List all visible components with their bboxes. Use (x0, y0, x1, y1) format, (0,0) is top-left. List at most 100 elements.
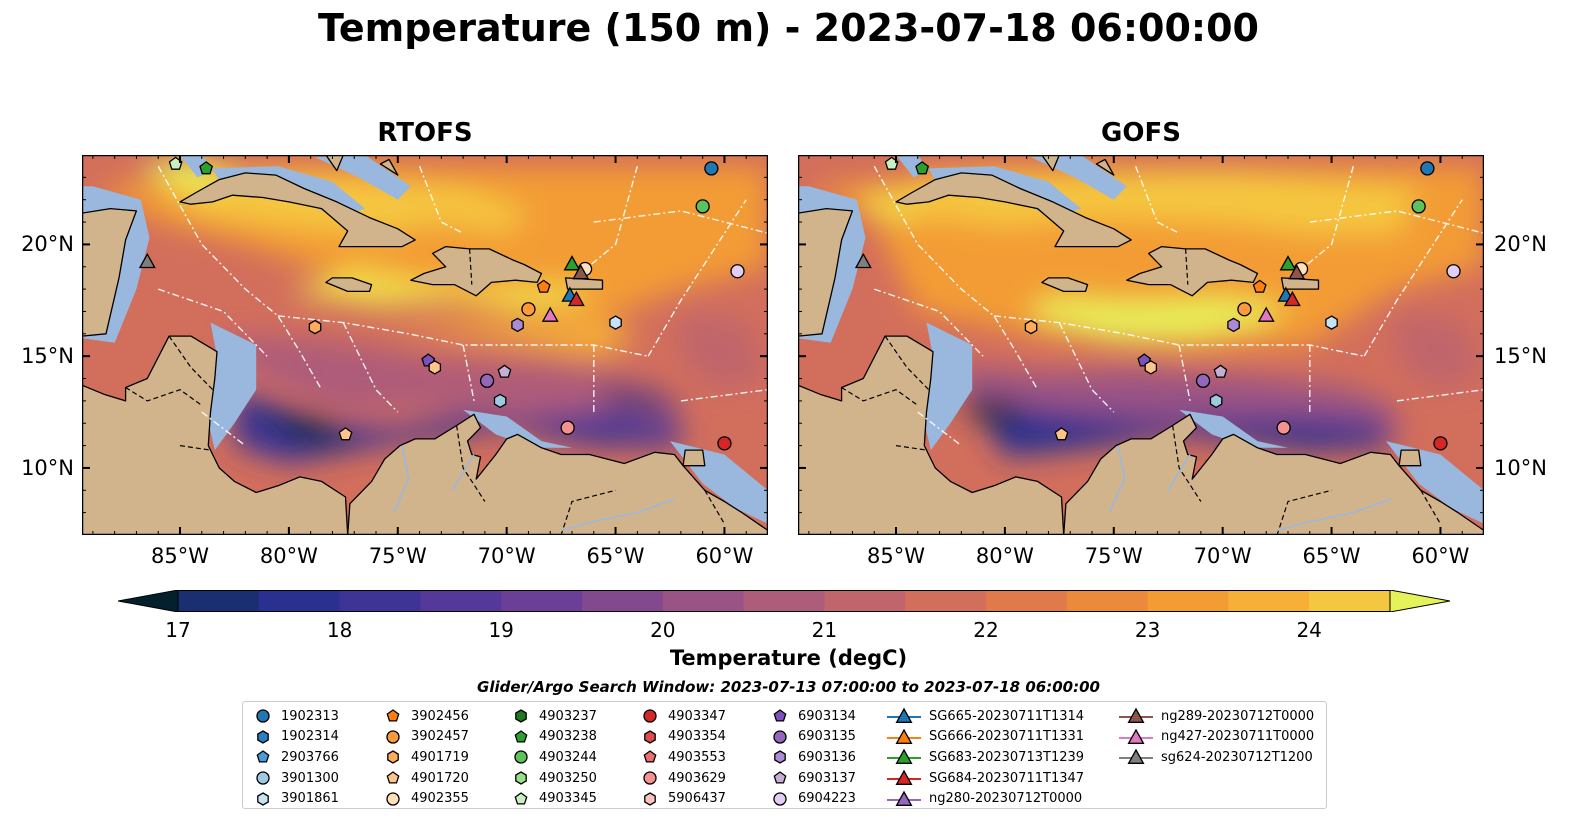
marker-ng289-20230712T0000 (572, 264, 590, 280)
legend-triangle-icon (895, 707, 913, 724)
marker-SG683-20230713T1239 (563, 255, 581, 271)
colorbar (118, 590, 1450, 612)
legend-item: 3901300 (253, 768, 339, 789)
legend-item: SG684-20230711T1347 (887, 768, 1084, 789)
marker-4903629 (560, 420, 575, 435)
legend-item: 1902313 (253, 706, 339, 727)
legend-pentagon-icon (386, 709, 400, 722)
country-border (560, 489, 616, 535)
legend-item: 6904223 (770, 788, 856, 809)
lon-tick-label: 65°W (586, 544, 645, 568)
land (1398, 449, 1422, 467)
legend-label: 4903553 (668, 749, 726, 765)
legend-pentagon-icon (643, 750, 657, 764)
country-border (1172, 425, 1202, 502)
lat-tick-label: 10°N (21, 455, 74, 480)
legend-marker-icon (643, 750, 657, 764)
legend-label: 3901861 (281, 791, 339, 807)
legend-item: 4901720 (383, 768, 469, 789)
legend-label: 4903250 (539, 770, 597, 786)
legend-triangle-icon (895, 769, 913, 786)
legend-label: 6903135 (798, 729, 856, 745)
eez-boundary (647, 199, 747, 357)
legend-item: ng427-20230711T0000 (1119, 727, 1314, 748)
marker-6903137 (1213, 364, 1228, 378)
legend-marker-icon (773, 771, 787, 784)
colorbar-segment (905, 590, 987, 612)
legend-title: Glider/Argo Search Window: 2023-07-13 07… (477, 678, 1100, 696)
marker-sg624-20230712T1200 (854, 252, 872, 269)
colorbar-segment (501, 590, 583, 612)
marker-3901861 (609, 315, 622, 330)
land (895, 172, 1132, 248)
eez-boundary (582, 166, 638, 272)
legend-triangle-icon (895, 749, 913, 765)
temperature-region (680, 311, 768, 390)
marker-SG683-20230713T1239 (1279, 255, 1297, 271)
legend-marker-icon (386, 730, 400, 744)
eez-boundary (462, 344, 475, 402)
marker-3902456 (1252, 279, 1267, 293)
legend-circle-icon (386, 792, 400, 806)
legend-label: 6903136 (798, 749, 856, 765)
eez-boundary (201, 411, 246, 447)
legend-label: SG683-20230713T1239 (929, 749, 1085, 765)
legend-column: 3902456 3902457 4901719 4901720 4902355 (383, 706, 469, 809)
panel-title-gofs: GOFS (1101, 118, 1181, 148)
legend-marker-icon (515, 709, 527, 724)
temperature-region (1396, 311, 1484, 390)
legend-circle-icon (643, 709, 657, 723)
legend-marker-icon (887, 728, 921, 744)
country-border (179, 445, 211, 451)
lon-tick-label: 60°W (695, 544, 754, 568)
legend-label: 3901300 (281, 770, 339, 786)
legend-triangle-icon (1127, 728, 1145, 744)
temperature-region (223, 333, 681, 428)
country-border (841, 386, 919, 406)
land (682, 449, 706, 467)
colorbar-segment (1228, 590, 1310, 612)
legend-label: 4903347 (668, 708, 726, 724)
marker-4903238 (199, 161, 214, 175)
legend-circle-icon (643, 771, 657, 785)
lon-tick-label: 65°W (1302, 544, 1361, 568)
legend-hexagon-icon (515, 771, 527, 785)
legend-label: 6903137 (798, 770, 856, 786)
legend-marker-icon (387, 750, 399, 765)
legend-item: 6903134 (770, 706, 856, 727)
legend: 1902313 1902314 2903766 3901300 3901861 39024… (242, 701, 1327, 809)
lon-tick-label: 70°W (1193, 544, 1252, 568)
legend-label: 6903134 (798, 708, 856, 724)
legend-item: 3901861 (253, 788, 339, 809)
colorbar-tick-label: 21 (811, 618, 838, 642)
map-frame (798, 155, 1484, 535)
legend-pentagon-icon (386, 771, 400, 784)
lon-tick-label: 75°W (1084, 544, 1143, 568)
legend-marker-icon (887, 707, 921, 724)
legend-pentagon-icon (773, 771, 787, 784)
marker-ng427-20230711T0000 (541, 306, 559, 322)
lat-tick-label: 15°N (1494, 344, 1547, 369)
river (392, 445, 410, 513)
country-border (469, 248, 473, 285)
legend-label: 2903766 (281, 749, 339, 765)
marker-4903244 (1411, 199, 1426, 214)
colorbar-segment (662, 590, 745, 612)
legend-label: SG665-20230711T1314 (929, 708, 1085, 724)
marker-1902313 (704, 161, 719, 176)
marker-4901719b (1144, 360, 1158, 375)
legend-column: 4903347 4903354 4903553 4903629 5906437 (640, 706, 726, 809)
marker-2903766 (1209, 393, 1223, 409)
lon-tick-label: 60°W (1411, 544, 1470, 568)
marker-6904223 (730, 264, 745, 279)
country-border (1185, 248, 1189, 285)
legend-label: 4903237 (539, 708, 597, 724)
shelf-region (206, 322, 257, 451)
legend-marker-icon (1119, 749, 1153, 765)
legend-circle-icon (256, 709, 270, 723)
legend-column: 6903134 6903135 6903136 6903137 6904223 (770, 706, 856, 809)
colorbar-segment (1309, 590, 1391, 612)
eez-boundary (418, 165, 464, 234)
legend-item: 4902355 (383, 788, 469, 809)
lon-tick-label: 85°W (151, 544, 209, 568)
